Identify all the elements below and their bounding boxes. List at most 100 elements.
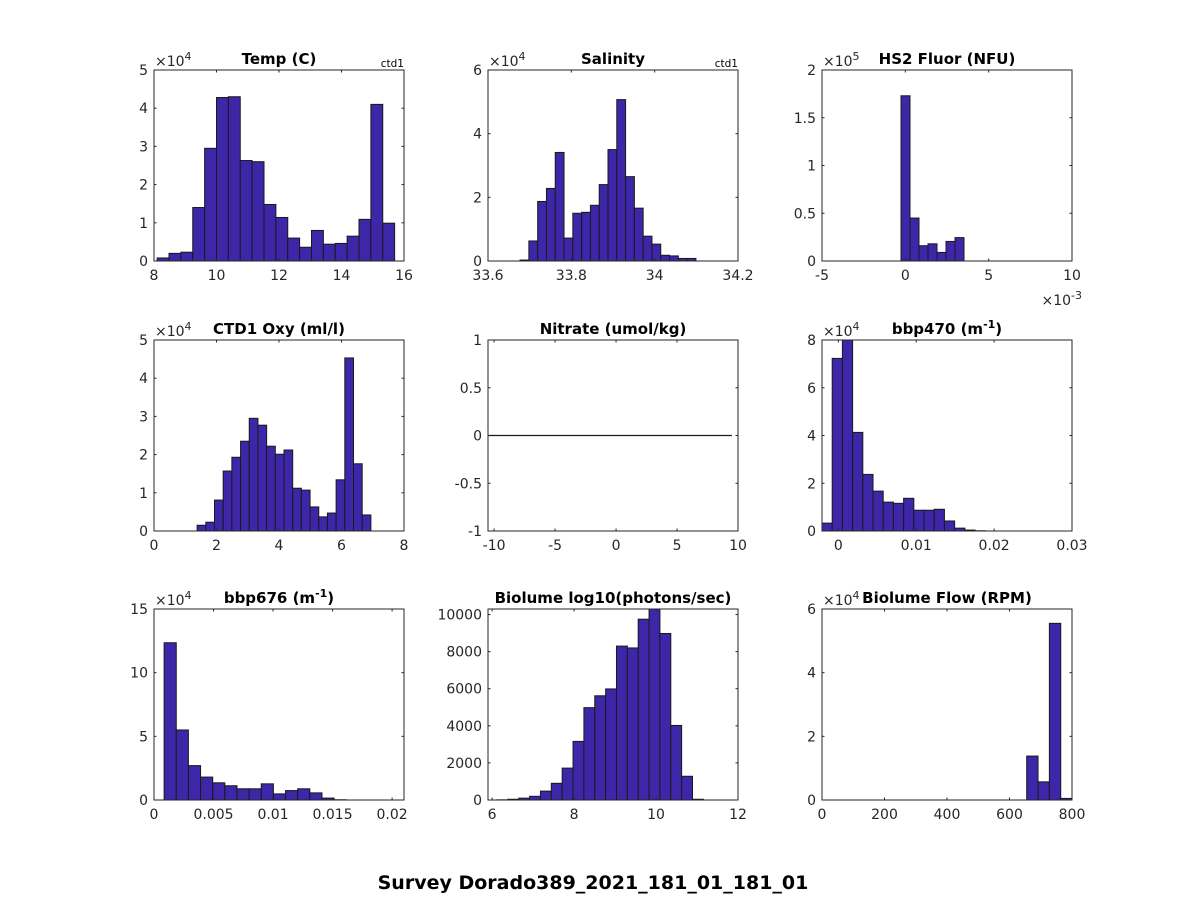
histogram-bar	[598, 184, 609, 262]
histogram-bar	[660, 254, 671, 262]
histogram-bar	[852, 431, 864, 532]
histogram-bar	[633, 207, 644, 262]
y-tick-label: 15	[130, 602, 148, 618]
histogram-bar	[263, 203, 277, 262]
x-tick-label: 200	[871, 807, 898, 823]
y-exponent-label: ×104	[823, 589, 860, 609]
histogram-bar	[214, 499, 224, 532]
histogram-bar	[563, 237, 574, 262]
x-tick-label: 10	[729, 538, 747, 554]
histogram-bar	[626, 647, 639, 801]
subplot-title: Temp (C)	[242, 50, 317, 68]
histogram-bar	[909, 217, 920, 262]
histogram-bar	[248, 417, 259, 532]
histogram-bar	[212, 782, 226, 801]
y-tick-label: 8	[807, 333, 816, 349]
histogram-bar	[236, 788, 250, 801]
y-tick-label: 0	[139, 793, 148, 809]
y-tick-label: 0.5	[794, 206, 816, 222]
histogram-bar	[659, 632, 672, 801]
axes-box	[153, 608, 405, 801]
histogram-bar	[227, 96, 241, 262]
histogram-bar	[266, 445, 276, 532]
histogram-bar	[669, 255, 679, 262]
histogram-bar	[322, 243, 336, 262]
y-tick-label: 8000	[446, 645, 482, 661]
y-tick-label: 1	[807, 159, 816, 175]
histogram-bar	[260, 783, 274, 801]
x-tick-label: 600	[996, 807, 1023, 823]
histogram-bar	[637, 618, 650, 801]
histogram-bar	[344, 357, 354, 532]
x-tick-label: 0.01	[901, 538, 932, 554]
subplot-title: Nitrate (umol/kg)	[540, 320, 687, 338]
subplot-title: bbp470 (m-1)	[892, 318, 1002, 338]
x-tick-label: 10	[647, 807, 665, 823]
histogram-bar	[554, 151, 565, 262]
histogram-bar	[224, 785, 238, 801]
x-tick-label: 5	[673, 538, 682, 554]
x-tick-label: 5	[984, 268, 993, 284]
y-exponent-label: ×104	[823, 320, 860, 340]
y-tick-label: 1.5	[794, 111, 816, 127]
y-tick-label: 10000	[437, 608, 482, 624]
axes-box	[487, 608, 739, 801]
subplot-title: bbp676 (m-1)	[224, 587, 334, 607]
histogram-bar	[200, 776, 214, 801]
histogram-bar	[248, 788, 262, 801]
histogram-bar	[862, 473, 874, 532]
subplot-nitrate-umol-kg: -10 -5 0 5 10 -1 -0.5 0 0.5 1 Nitrate (umol/kg)	[455, 320, 747, 554]
y-tick-label: 1	[139, 216, 148, 232]
x-tick-label: 14	[333, 268, 351, 284]
x-tick-label: 0	[150, 538, 159, 554]
histogram-bar	[309, 506, 320, 532]
y-tick-label: 0	[473, 429, 482, 445]
histogram-bar	[326, 512, 337, 532]
y-tick-label: 2	[807, 729, 816, 745]
y-tick-label: 2000	[446, 756, 482, 772]
y-exponent-label: ×105	[823, 50, 860, 70]
histogram-bar	[274, 453, 285, 532]
instrument-label: ctd1	[715, 58, 738, 70]
histogram-bar	[581, 211, 591, 262]
y-tick-label: 4	[139, 371, 148, 387]
y-tick-label: 0	[807, 254, 816, 270]
histogram-bar	[923, 509, 935, 532]
y-tick-label: 2	[807, 63, 816, 79]
histogram-bar	[187, 765, 202, 801]
x-tick-label: 800	[1059, 807, 1086, 823]
y-tick-label: 6	[807, 602, 816, 618]
y-tick-label: 0.5	[460, 381, 482, 397]
histogram-bar	[903, 497, 915, 532]
histogram-bar	[299, 246, 312, 262]
histogram-bar	[292, 487, 302, 532]
histogram-bar	[583, 707, 596, 801]
subplot-title: Biolume log10(photons/sec)	[495, 589, 732, 607]
y-exponent-label: ×104	[155, 50, 192, 70]
y-tick-label: 0	[473, 793, 482, 809]
histogram-bar	[821, 522, 833, 532]
histogram-bar	[528, 240, 539, 262]
histogram-bar	[831, 357, 843, 532]
x-tick-label: -10	[483, 538, 506, 554]
y-exponent-label: ×104	[155, 320, 192, 340]
histogram-bar	[545, 187, 556, 262]
histogram-bar	[275, 216, 289, 262]
histogram-bar	[900, 95, 911, 262]
figure-suptitle: Survey Dorado389_2021_181_01_181_01	[378, 872, 809, 894]
y-tick-label: 4	[139, 101, 148, 117]
histogram-bar	[251, 161, 265, 262]
subplot-title: CTD1 Oxy (ml/l)	[213, 320, 345, 338]
histogram-bar	[681, 775, 694, 801]
histogram-bar	[572, 212, 583, 262]
axes-background	[822, 70, 1072, 261]
histogram-bar	[311, 229, 324, 262]
x-tick-label: 4	[275, 538, 284, 554]
y-tick-label: 0	[139, 524, 148, 540]
histogram-bar	[370, 103, 384, 262]
x-tick-label: 400	[934, 807, 961, 823]
y-tick-label: 3	[139, 139, 148, 155]
y-tick-label: 4	[807, 666, 816, 682]
subplot-bbp470-m: 0 0.01 0.02 0.03 0 2 4 6 8 ×104 bbp470 (m-1)	[807, 318, 1088, 554]
